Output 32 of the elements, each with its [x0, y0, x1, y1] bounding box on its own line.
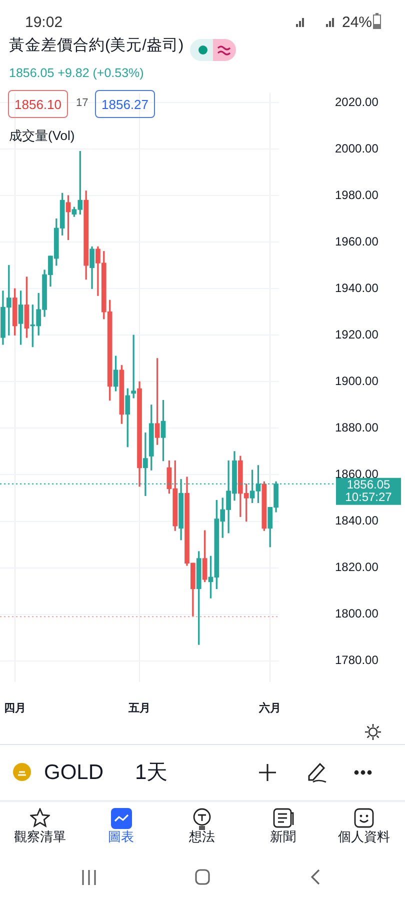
y-tick-label: 1920.00	[335, 327, 379, 342]
y-tick-label: 2000.00	[335, 141, 379, 156]
text: 1天	[135, 761, 168, 784]
y-tick-label: 2020.00	[335, 94, 379, 109]
y-tick-label: 1880.00	[335, 420, 379, 435]
annotation: 1856.10	[8, 90, 68, 118]
annotation: 1856.27	[95, 90, 155, 118]
text: 觀察清單	[14, 829, 66, 844]
x-tick-label: 四月	[4, 702, 26, 714]
text: 10:57:27	[345, 490, 392, 504]
y-tick-label: 1820.00	[335, 560, 379, 574]
y-tick-label: 1940.00	[335, 280, 379, 295]
chart-subtitle: 1856.05 +9.82 (+0.53%)	[9, 66, 144, 80]
y-tick-label: 1900.00	[335, 374, 379, 388]
text: 19:02	[25, 14, 63, 31]
y-tick-label: 1800.00	[335, 606, 379, 621]
annotation: 17	[76, 97, 88, 109]
x-tick-label: 六月	[258, 701, 282, 714]
text: 想法	[189, 829, 215, 844]
text: 24%	[342, 14, 372, 31]
candlestick	[131, 334, 136, 398]
chart-title: 黃金差價合約(美元/盎司)	[9, 37, 184, 54]
y-tick-label: 1840.00	[335, 514, 379, 528]
text: 個人資料	[338, 829, 390, 844]
y-tick-label: 1780.00	[335, 653, 379, 668]
y-tick-label: 1960.00	[335, 234, 379, 248]
y-tick-label: 1980.00	[335, 188, 379, 202]
x-tick-label: 五月	[128, 702, 150, 714]
text: GOLD	[44, 761, 104, 784]
text: 圖表	[108, 829, 134, 844]
annotation: 成交量(Vol)	[9, 128, 75, 143]
text: 新聞	[270, 829, 296, 844]
